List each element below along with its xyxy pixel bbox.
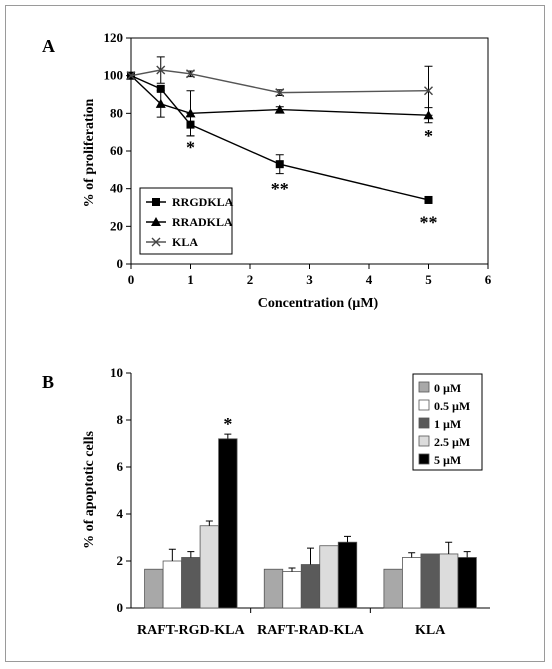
legend-label: 2.5 µM (434, 435, 470, 449)
x-tick-label: 5 (425, 272, 432, 287)
y-tick-label: 10 (110, 365, 123, 380)
y-tick-label: 2 (117, 553, 124, 568)
panel-b-label: B (42, 372, 54, 392)
bar-raft-rgd-kla-0-5-m (162, 560, 182, 609)
y-axis-title: % of proliferation (82, 98, 97, 207)
x-tick-label: 4 (366, 272, 373, 287)
significance-marker: * (223, 414, 232, 434)
bar-raft-rad-kla-0-5-m (282, 571, 302, 609)
error-bar (224, 433, 232, 439)
bar-kla-5-m (457, 557, 477, 609)
data-point (275, 160, 284, 169)
significance-marker: * (424, 126, 433, 146)
y-tick-label: 40 (110, 181, 123, 196)
legend-label: RRGDKLA (172, 195, 234, 209)
category-label: RAFT-RGD-KLA (137, 623, 245, 638)
x-tick-label: 1 (187, 272, 194, 287)
bar-kla-1-m (420, 553, 440, 609)
data-point (185, 108, 196, 118)
legend-swatch (418, 399, 430, 411)
error-bar (463, 551, 471, 558)
legend-marker (151, 217, 161, 226)
bar-raft-rad-kla-5-m (337, 541, 358, 609)
x-axis-title: Concentration (µM) (258, 296, 379, 311)
y-tick-label: 20 (110, 218, 123, 233)
y-tick-label: 100 (104, 68, 124, 83)
error-bar (205, 520, 213, 526)
y-tick-label: 4 (117, 506, 124, 521)
data-point (186, 69, 195, 79)
x-tick-label: 3 (306, 272, 313, 287)
error-bar (288, 567, 296, 572)
bar-raft-rad-kla-0-m (263, 568, 284, 609)
bar-raft-rad-kla-2-5-m (319, 545, 339, 609)
y-tick-label: 120 (104, 30, 124, 45)
y-axis-title: % of apoptotic cells (82, 431, 97, 549)
y-tick-label: 80 (110, 105, 123, 120)
legend: 0 µM 0.5 µM 1 µM 2.5 µM 5 µM (412, 373, 483, 471)
y-tick-label: 6 (117, 459, 124, 474)
legend-label: 5 µM (434, 453, 461, 467)
legend-marker (152, 198, 160, 206)
significance-marker: * (186, 137, 195, 157)
panel-a-label: A (42, 36, 55, 56)
error-bar (408, 552, 416, 558)
proliferation-line-chart: A % of proliferation Concentration (µM) … (42, 30, 492, 311)
bar-raft-rgd-kla-1-m (181, 557, 201, 609)
x-tick-label: 0 (128, 272, 135, 287)
error-bar (307, 547, 314, 565)
figure-frame (5, 5, 545, 662)
legend-label: 0 µM (434, 381, 461, 395)
error-bar (344, 535, 351, 543)
legend: RRGDKLA RRADKLA KLA (139, 187, 234, 255)
y-tick-label: 0 (117, 600, 124, 615)
legend-swatch (418, 381, 430, 393)
legend-label: 1 µM (434, 417, 461, 431)
x-tick-label: 6 (485, 272, 492, 287)
legend-swatch (418, 417, 430, 429)
legend-label: KLA (172, 235, 198, 249)
category-label: KLA (415, 623, 446, 638)
bar-kla-0-5-m (402, 557, 422, 609)
significance-marker: ** (271, 179, 289, 199)
x-tick-label: 2 (247, 272, 254, 287)
data-point (155, 98, 166, 108)
data-point (424, 86, 433, 96)
data-point (126, 71, 136, 81)
bar-raft-rgd-kla-2-5-m (199, 525, 219, 609)
legend-swatch (418, 453, 430, 465)
data-point (424, 195, 433, 204)
data-point (156, 65, 166, 75)
bar-kla-2-5-m (439, 553, 459, 609)
bar-raft-rad-kla-1-m (300, 564, 321, 609)
data-point (274, 104, 285, 114)
legend-label: RRADKLA (172, 215, 233, 229)
legend-label: 0.5 µM (434, 399, 470, 413)
y-tick-label: 0 (117, 256, 124, 271)
legend-marker (151, 237, 161, 247)
significance-marker: ** (420, 213, 438, 233)
category-label: RAFT-RAD-KLA (257, 623, 365, 638)
data-point (275, 88, 285, 98)
bar-kla-0-m (383, 568, 403, 609)
bar-raft-rgd-kla-5-m (218, 438, 238, 609)
legend-swatch (418, 435, 430, 447)
error-bar (168, 548, 176, 561)
error-bar (445, 541, 453, 554)
data-point (156, 84, 165, 93)
y-tick-label: 8 (117, 412, 124, 427)
bar-raft-rgd-kla-0-m (144, 568, 164, 609)
error-bar (187, 551, 195, 558)
series-kla (126, 56, 433, 116)
y-tick-label: 60 (110, 143, 123, 158)
